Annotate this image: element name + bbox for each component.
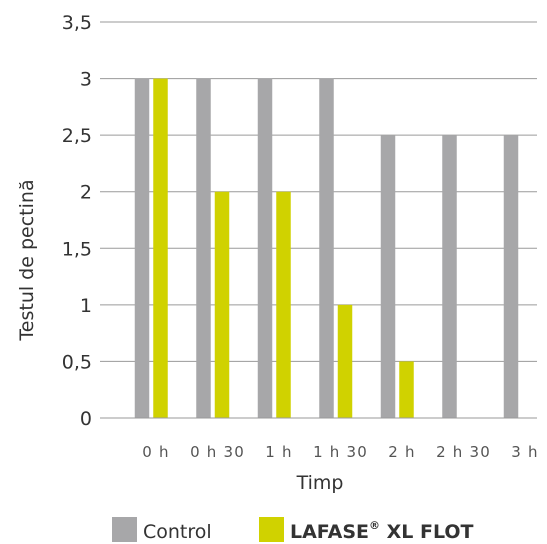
legend: Control LAFASE® XL FLOT bbox=[112, 517, 474, 543]
x-tick-label: 1 h bbox=[265, 443, 292, 461]
x-tick-label: 2 h bbox=[388, 443, 415, 461]
bar-lafase bbox=[153, 78, 168, 419]
x-tick-label: 1 h 30 bbox=[313, 443, 368, 461]
legend-label-lafase-name: LAFASE bbox=[290, 521, 369, 543]
x-axis-ticks: 0 h 0 h 30 1 h 1 h 30 2 h 2 h 30 3 h bbox=[142, 443, 538, 461]
y-tick-label: 0 bbox=[80, 408, 92, 430]
y-axis-ticks: 0 0,5 1 1,5 2 2,5 3 3,5 bbox=[62, 12, 92, 430]
legend-label-lafase-superscript: ® bbox=[369, 519, 380, 532]
y-tick-label: 2 bbox=[80, 182, 92, 204]
x-tick-label: 3 h bbox=[511, 443, 538, 461]
bar-control bbox=[442, 135, 457, 418]
bar-lafase bbox=[214, 191, 230, 418]
y-tick-label: 3 bbox=[80, 69, 92, 91]
x-tick-label: 0 h bbox=[142, 443, 169, 461]
bar-lafase bbox=[337, 304, 353, 418]
bars bbox=[134, 78, 519, 419]
bar-control bbox=[319, 78, 334, 419]
y-axis-title: Testul de pectină bbox=[16, 179, 38, 341]
y-tick-label: 3,5 bbox=[62, 12, 92, 34]
legend-label-control: Control bbox=[143, 521, 212, 543]
legend-label-lafase-suffix: XL FLOT bbox=[380, 521, 474, 543]
x-axis-title: Timp bbox=[296, 472, 344, 494]
bar-control bbox=[380, 135, 396, 418]
x-tick-label: 2 h 30 bbox=[436, 443, 491, 461]
bar-control bbox=[134, 78, 150, 419]
y-tick-label: 2,5 bbox=[62, 125, 92, 147]
bar-lafase bbox=[399, 361, 414, 418]
legend-swatch-control bbox=[112, 517, 137, 542]
bar-lafase bbox=[276, 191, 291, 418]
y-tick-label: 1 bbox=[80, 295, 92, 317]
bar-control bbox=[503, 135, 519, 418]
gridlines bbox=[100, 21, 537, 362]
bar-control bbox=[257, 78, 273, 419]
bar-control bbox=[196, 78, 211, 419]
legend-label-lafase: LAFASE® XL FLOT bbox=[290, 519, 474, 543]
y-tick-label: 1,5 bbox=[62, 238, 92, 260]
legend-swatch-lafase bbox=[259, 517, 284, 542]
x-tick-label: 0 h 30 bbox=[190, 443, 245, 461]
y-tick-label: 0,5 bbox=[62, 351, 92, 373]
